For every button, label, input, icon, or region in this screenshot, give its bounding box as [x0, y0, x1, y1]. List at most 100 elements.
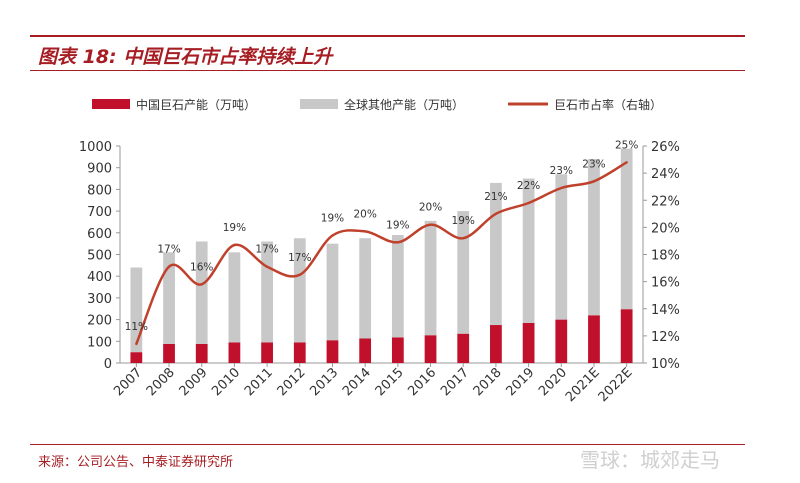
- y-tick-label-left: 900: [87, 162, 112, 177]
- y-tick-label-left: 800: [87, 183, 112, 198]
- data-label: 20%: [353, 208, 376, 220]
- data-label: 19%: [386, 219, 409, 231]
- share-point: [331, 234, 334, 237]
- bar-china: [228, 342, 241, 363]
- x-tick-label: 2022E: [596, 365, 636, 405]
- share-point: [265, 265, 269, 268]
- data-label: 11%: [125, 321, 148, 333]
- bar-china: [261, 342, 273, 363]
- bar-global: [261, 241, 273, 343]
- data-label: 17%: [255, 244, 278, 256]
- data-label: 23%: [550, 165, 573, 177]
- y-tick-label-left: 600: [87, 227, 112, 242]
- header-rule: [30, 35, 745, 37]
- share-point: [592, 180, 596, 183]
- bar-china: [163, 343, 175, 363]
- share-point: [527, 201, 530, 205]
- bar-global: [163, 252, 175, 344]
- y-tick-label-left: 300: [87, 292, 112, 307]
- bar-global: [490, 182, 502, 326]
- share-point: [200, 283, 203, 286]
- y-tick-label-left: 100: [87, 335, 112, 350]
- legend-label-china: 中国巨石产能（万吨）: [136, 97, 256, 112]
- y-tick-label-left: 0: [104, 357, 112, 372]
- y-tick-label-left: 400: [87, 270, 112, 285]
- x-tick-label: 2012: [275, 365, 309, 399]
- share-point: [167, 265, 171, 268]
- bar-china: [522, 322, 535, 363]
- x-tick-label: 2009: [177, 365, 211, 399]
- y-tick-label-left: 200: [87, 314, 112, 329]
- bar-global: [620, 148, 633, 310]
- x-tick-label: 2010: [209, 365, 243, 399]
- y-tick-label-right: 16%: [651, 276, 680, 291]
- legend: 中国巨石产能（万吨） 全球其他产能（万吨） 巨石市占率（右轴）: [92, 97, 662, 112]
- y-tick-label-right: 26%: [651, 140, 680, 155]
- bar-china: [293, 342, 306, 363]
- bar-china: [130, 352, 143, 363]
- share-point: [560, 186, 563, 190]
- data-label: 19%: [452, 215, 475, 227]
- data-label: 21%: [484, 191, 507, 203]
- bar-china: [326, 340, 339, 363]
- watermark: 雪球：城郊走马: [580, 448, 720, 472]
- data-label: 19%: [223, 222, 246, 234]
- bar-china: [620, 309, 633, 363]
- y-tick-label-right: 24%: [651, 167, 680, 182]
- share-point: [429, 223, 432, 226]
- data-label: 22%: [517, 180, 540, 192]
- bar-global: [293, 238, 306, 343]
- bar-china: [359, 338, 372, 363]
- bar-china: [391, 337, 404, 363]
- share-point: [298, 273, 301, 277]
- x-tick-label: 2021E: [563, 365, 603, 405]
- share-point: [363, 230, 367, 233]
- bar-global: [326, 243, 339, 341]
- bar-global: [555, 174, 568, 320]
- y-tick-label-left: 700: [87, 205, 112, 220]
- bar-global: [457, 211, 470, 334]
- y-tick-label-right: 20%: [651, 221, 680, 236]
- bar-global: [195, 241, 208, 344]
- bar-global: [588, 159, 600, 316]
- bar-china: [457, 333, 470, 363]
- y-tick-label-right: 18%: [651, 249, 680, 264]
- x-tick-label: 2015: [373, 365, 407, 399]
- y-tick-label-right: 14%: [651, 303, 680, 318]
- x-tick-label: 2019: [503, 365, 537, 399]
- share-line: [135, 161, 628, 345]
- bar-global: [424, 220, 437, 336]
- x-tick-label: 2014: [340, 365, 374, 399]
- x-tick-label: 2016: [405, 365, 439, 399]
- bar-china: [588, 315, 600, 363]
- y-tick-label-left: 500: [87, 249, 112, 264]
- y-tick-label-right: 12%: [651, 330, 680, 345]
- figure-title: 图表 18: 中国巨石市占率持续上升: [38, 46, 333, 68]
- plot-area: 0 100 200 300 400 500 600 700 800 900 1000 10% 12% 14…: [79, 139, 680, 405]
- share-point: [462, 237, 465, 240]
- legend-swatch-global: [300, 99, 338, 109]
- x-tick-label: 2007: [111, 365, 145, 399]
- data-label: 16%: [190, 261, 213, 273]
- data-label: 19%: [321, 213, 344, 225]
- share-point: [396, 241, 400, 244]
- data-label: 17%: [157, 244, 180, 256]
- y-tick-label-left: 1000: [79, 140, 112, 155]
- data-label: 20%: [419, 202, 442, 214]
- bar-global: [359, 238, 372, 339]
- bar-china: [195, 343, 208, 363]
- source-note: 来源：公司公告、中泰证券研究所: [38, 455, 234, 470]
- footer-rule: [30, 444, 745, 445]
- x-tick-label: 2018: [471, 365, 505, 399]
- y-tick-label-right: 10%: [651, 357, 680, 372]
- bar-china: [490, 325, 502, 363]
- y-tick-label-right: 22%: [651, 194, 680, 209]
- data-label: 17%: [288, 252, 311, 264]
- bar-global: [130, 267, 143, 353]
- data-label: 25%: [615, 139, 638, 151]
- x-tick-label: 2008: [144, 365, 178, 399]
- x-tick-label: 2017: [438, 365, 472, 399]
- x-tick-label: 2013: [307, 365, 341, 399]
- data-label: 23%: [582, 158, 605, 170]
